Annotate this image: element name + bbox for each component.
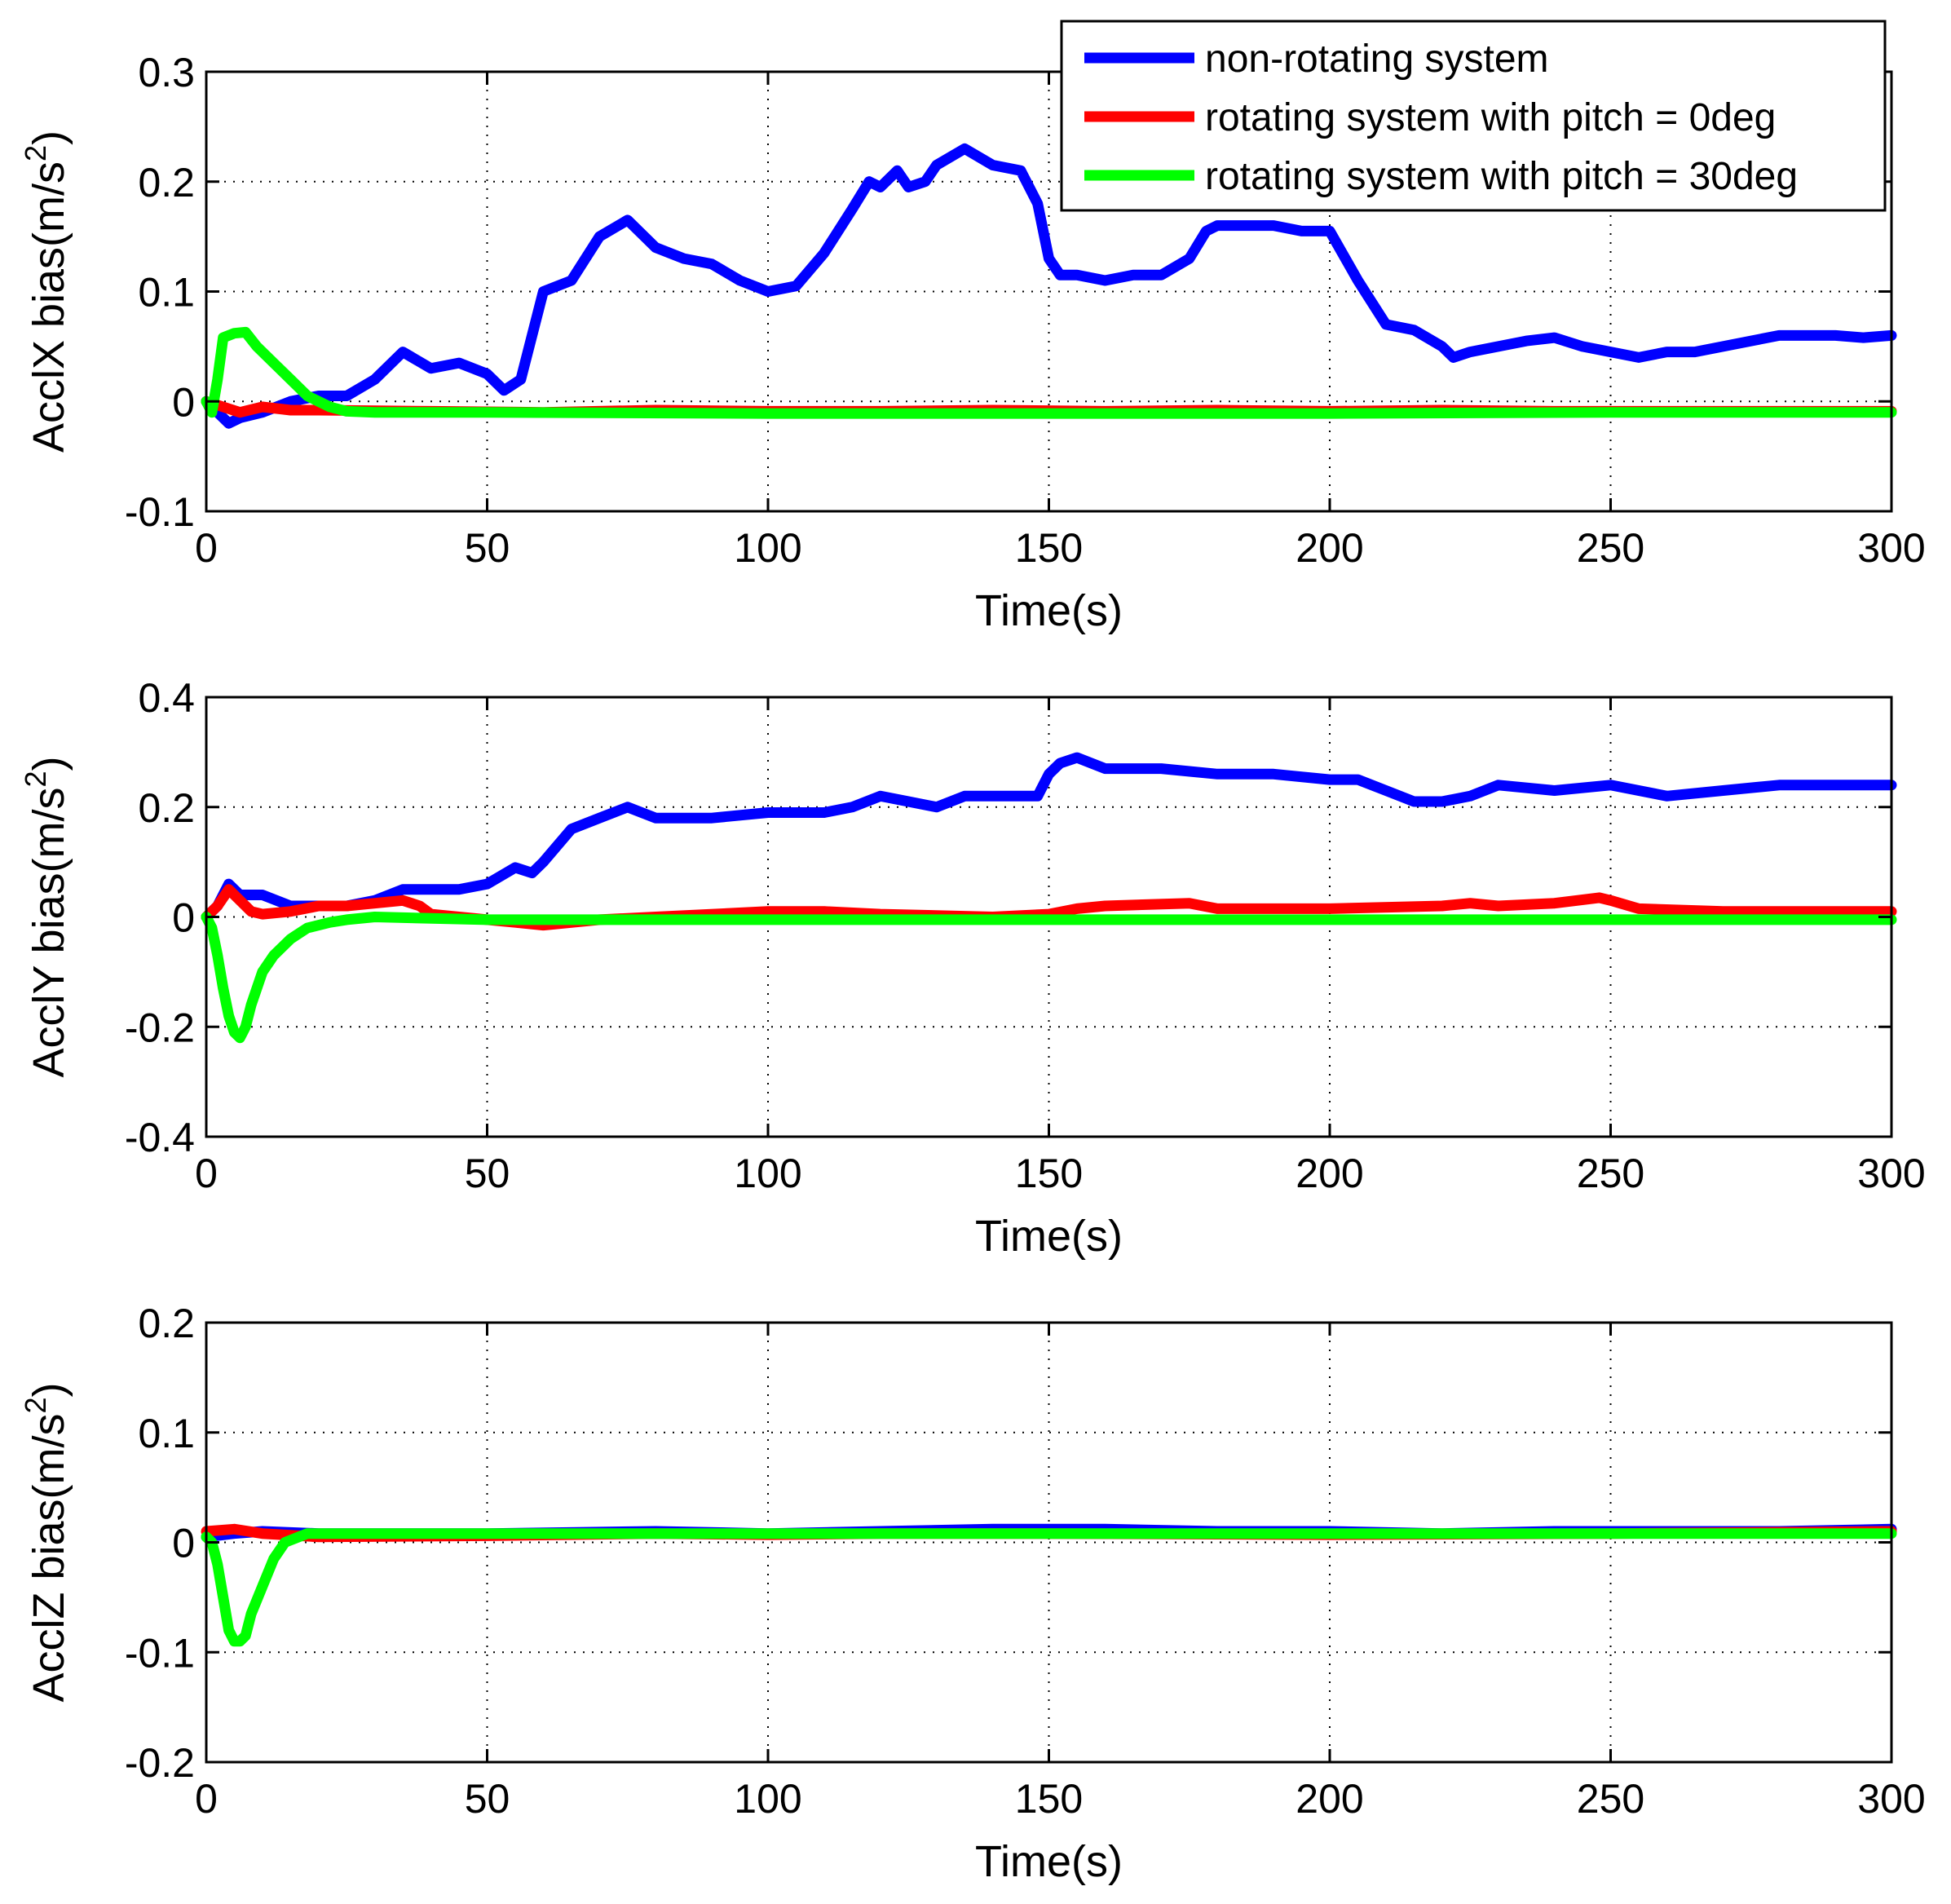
tick-marks (205, 1321, 1893, 1764)
y-axis-label-close: ) (24, 756, 73, 771)
x-tick-label: 0 (195, 1776, 218, 1822)
x-tick-labels: 0 50 100 150 200 250 300 (195, 525, 1926, 571)
y-axis-label-main: AcclY bias(m/s (24, 787, 73, 1077)
y-tick-labels: -0.4 -0.2 0 0.2 0.4 (125, 675, 195, 1160)
y-tick-label: -0.1 (125, 489, 195, 535)
y-tick-label: 0.1 (138, 1411, 195, 1456)
y-tick-label: 0.3 (138, 50, 195, 95)
y-tick-labels: -0.2 -0.1 0 0.1 0.2 (125, 1301, 195, 1786)
y-axis-label: AcclY bias(m/s2) (19, 756, 73, 1077)
tick-marks (205, 696, 1893, 1138)
legend-box (1060, 20, 1887, 212)
y-axis-label-superscript: 2 (19, 1397, 52, 1413)
panel-accx: 0 50 100 150 200 250 300 -0.100.10.20.3 Time(s… (19, 20, 1926, 635)
x-tick-label: 300 (1857, 1151, 1925, 1196)
legend-label-non-rotating: non-rotating system (1205, 38, 1549, 81)
series-lines (201, 1523, 1897, 1647)
x-tick-label: 100 (734, 1776, 801, 1822)
series-line-non-rotating-system (201, 752, 1897, 922)
x-tick-label: 250 (1577, 1151, 1644, 1196)
series-line-rotating-system-with-pitch-30deg (201, 326, 1897, 419)
y-tick-label: 0.2 (138, 785, 195, 831)
x-tick-label: 150 (1015, 1151, 1083, 1196)
x-tick-label: 250 (1577, 525, 1644, 571)
y-axis-label-superscript: 2 (19, 771, 52, 787)
legend-label-pitch-30: rotating system with pitch = 30deg (1205, 155, 1798, 198)
panel-accy: 0 50 100 150 200 250 300 -0.4 -0.2 0 0.2 0.4 Time(… (19, 675, 1926, 1261)
y-tick-label: 0.2 (138, 160, 195, 205)
y-tick-label: 0.1 (138, 270, 195, 316)
legend: non-rotating system rotating system with… (1060, 20, 1887, 212)
series-line-rotating-system-with-pitch-30deg (201, 912, 1897, 1044)
y-axis-label-close: ) (24, 1382, 73, 1397)
panel-accz: 0 50 100 150 200 250 300 -0.2 -0.1 0 0.1 0.2 Time(… (19, 1301, 1926, 1886)
y-tick-label: -0.2 (125, 1740, 195, 1786)
y-axis-label-main: AcclX bias(m/s (24, 161, 73, 453)
x-tick-label: 50 (465, 525, 510, 571)
x-tick-label: 0 (195, 525, 218, 571)
y-axis-label: AcclZ bias(m/s2) (19, 1382, 73, 1702)
x-axis-label: Time(s) (975, 1212, 1123, 1261)
y-tick-label: -0.1 (125, 1630, 195, 1676)
y-tick-label: -0.2 (125, 1005, 195, 1050)
x-tick-label: 300 (1857, 1776, 1925, 1822)
x-tick-label: 100 (734, 1151, 801, 1196)
x-tick-label: 200 (1296, 1151, 1363, 1196)
x-tick-labels: 0 50 100 150 200 250 300 (195, 1776, 1926, 1822)
series-line-non-rotating-system (201, 143, 1897, 429)
y-tick-label: -0.4 (125, 1115, 195, 1160)
series-lines (201, 752, 1897, 1044)
x-tick-label: 300 (1857, 525, 1925, 571)
y-tick-label: 0 (172, 379, 195, 425)
series-lines (201, 143, 1897, 429)
x-axis-label: Time(s) (975, 586, 1123, 635)
x-axis-label: Time(s) (975, 1837, 1123, 1886)
y-tick-label: 0.4 (138, 675, 195, 721)
grid-lines (206, 1323, 1891, 1762)
series-line-rotating-system-with-pitch-0deg (201, 884, 1897, 931)
legend-label-pitch-0: rotating system with pitch = 0deg (1205, 96, 1776, 139)
x-tick-label: 50 (465, 1151, 510, 1196)
x-tick-label: 150 (1015, 525, 1083, 571)
x-tick-label: 100 (734, 525, 801, 571)
series-line-rotating-system-with-pitch-30deg (201, 1528, 1897, 1647)
x-tick-label: 50 (465, 1776, 510, 1822)
x-tick-label: 200 (1296, 525, 1363, 571)
y-tick-labels: -0.1 0 0.1 0.2 0.3 (125, 50, 195, 535)
y-tick-label: 0 (172, 895, 195, 941)
y-tick-label: 0.2 (138, 1301, 195, 1346)
x-tick-label: 0 (195, 1151, 218, 1196)
x-tick-label: 150 (1015, 1776, 1083, 1822)
y-axis-label: AcclX bias(m/s2) (19, 130, 73, 453)
x-tick-labels: 0 50 100 150 200 250 300 (195, 1151, 1926, 1196)
y-axis-label-main: AcclZ bias(m/s (24, 1413, 73, 1702)
y-axis-label-superscript: 2 (19, 145, 52, 161)
x-tick-label: 250 (1577, 1776, 1644, 1822)
y-axis-label-close: ) (24, 130, 73, 145)
y-tick-label: 0 (172, 1521, 195, 1566)
x-tick-label: 200 (1296, 1776, 1363, 1822)
